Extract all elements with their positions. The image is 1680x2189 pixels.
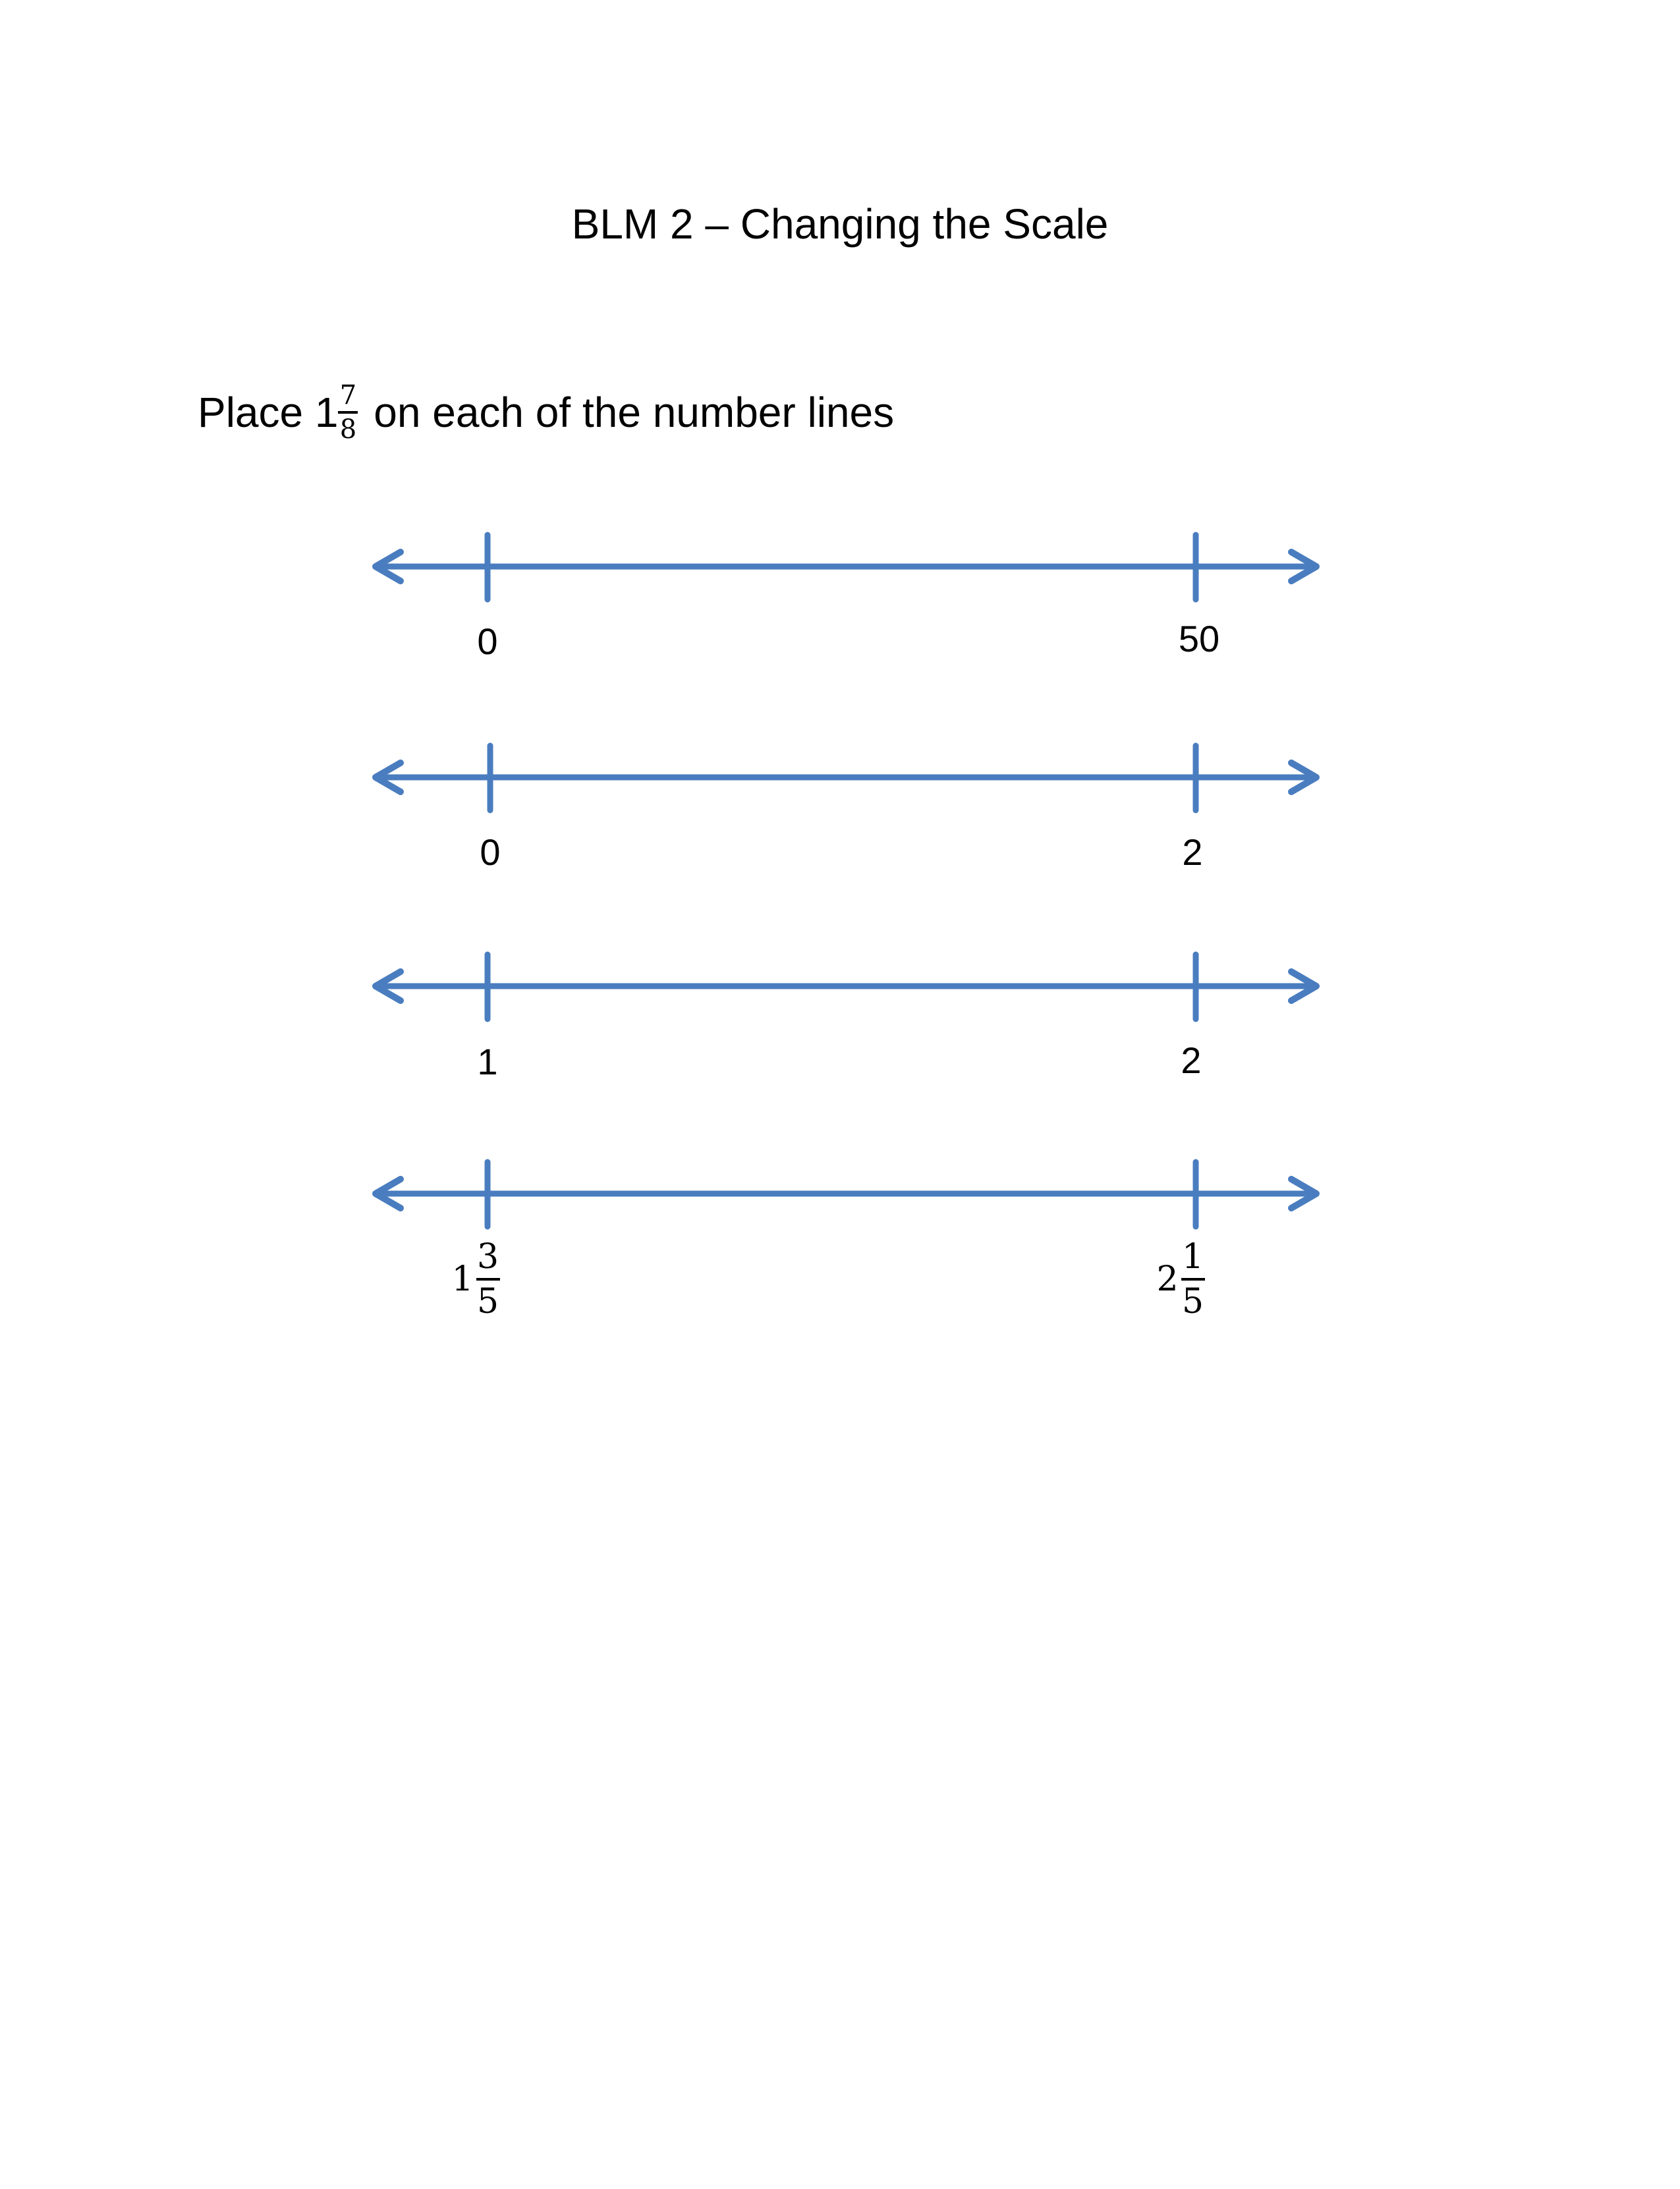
number-line-2-left-label: 0 — [480, 831, 501, 873]
number-line-4-left-numerator: 3 — [477, 1237, 499, 1277]
instruction-suffix: on each of the number lines — [362, 389, 895, 436]
number-line-4-left-arrow-icon — [372, 1176, 404, 1211]
number-line-2-right-arrow-icon — [1288, 760, 1320, 795]
instruction-numerator: 7 — [339, 380, 357, 410]
number-line-3-left-arrow-icon — [372, 968, 404, 1004]
fraction-bar — [476, 1278, 500, 1281]
number-line-4 — [372, 1159, 1320, 1230]
number-line-1-left-arrow-icon — [372, 549, 404, 584]
fraction-bar — [338, 411, 358, 414]
number-line-3-left-label: 1 — [477, 1041, 498, 1082]
instruction-prefix: Place — [198, 389, 315, 436]
number-line-4-right-arrow-icon — [1288, 1176, 1320, 1211]
number-line-2 — [372, 742, 1320, 814]
page-title: BLM 2 – Changing the Scale — [571, 200, 1109, 248]
number-line-3 — [372, 951, 1320, 1022]
number-line-1-right-label: 50 — [1178, 618, 1220, 659]
number-line-4-right-denominator: 5 — [1182, 1282, 1204, 1321]
number-line-4-right-numerator: 1 — [1182, 1237, 1204, 1277]
number-line-1 — [372, 532, 1320, 603]
fraction-bar — [1181, 1278, 1205, 1281]
number-line-1-left-label: 0 — [477, 621, 498, 662]
number-line-4-left-whole: 1 — [451, 1260, 474, 1299]
number-line-2-left-arrow-icon — [372, 760, 404, 795]
instruction-denominator: 8 — [339, 414, 357, 445]
number-line-4-right-whole: 2 — [1156, 1260, 1179, 1299]
instruction-whole: 1 — [314, 389, 339, 436]
number-line-2-right-label: 2 — [1182, 831, 1203, 873]
number-line-3-right-label: 2 — [1181, 1039, 1202, 1081]
number-line-3-right-arrow-icon — [1288, 968, 1320, 1004]
number-line-4-left-denominator: 5 — [477, 1282, 499, 1321]
number-line-1-right-arrow-icon — [1288, 549, 1320, 584]
